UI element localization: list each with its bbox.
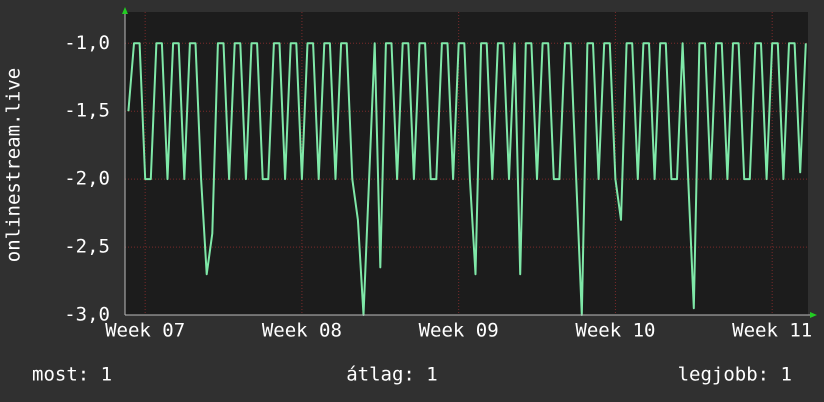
footer-current: most: 1 — [32, 364, 112, 386]
y-tick-label: -2,0 — [64, 168, 110, 190]
x-tick-label: Week 11 — [732, 320, 812, 342]
y-tick-label: -3,0 — [64, 304, 110, 326]
line-series — [127, 42, 807, 316]
y-tick-label: -2,5 — [64, 236, 110, 258]
y-arrow — [122, 7, 128, 14]
x-arrow — [810, 312, 817, 318]
plot — [125, 12, 808, 316]
y-tick-label: -1,5 — [64, 100, 110, 122]
y-axis-label: onlinestream.live — [3, 68, 25, 262]
footer-average: átlag: 1 — [346, 364, 438, 386]
x-tick-label: Week 09 — [419, 320, 499, 342]
x-tick-label: Week 10 — [575, 320, 655, 342]
x-tick-label: Week 07 — [105, 320, 185, 342]
y-tick-label: -1,0 — [64, 32, 110, 54]
x-tick-label: Week 08 — [262, 320, 342, 342]
footer-best: legjobb: 1 — [678, 364, 792, 386]
